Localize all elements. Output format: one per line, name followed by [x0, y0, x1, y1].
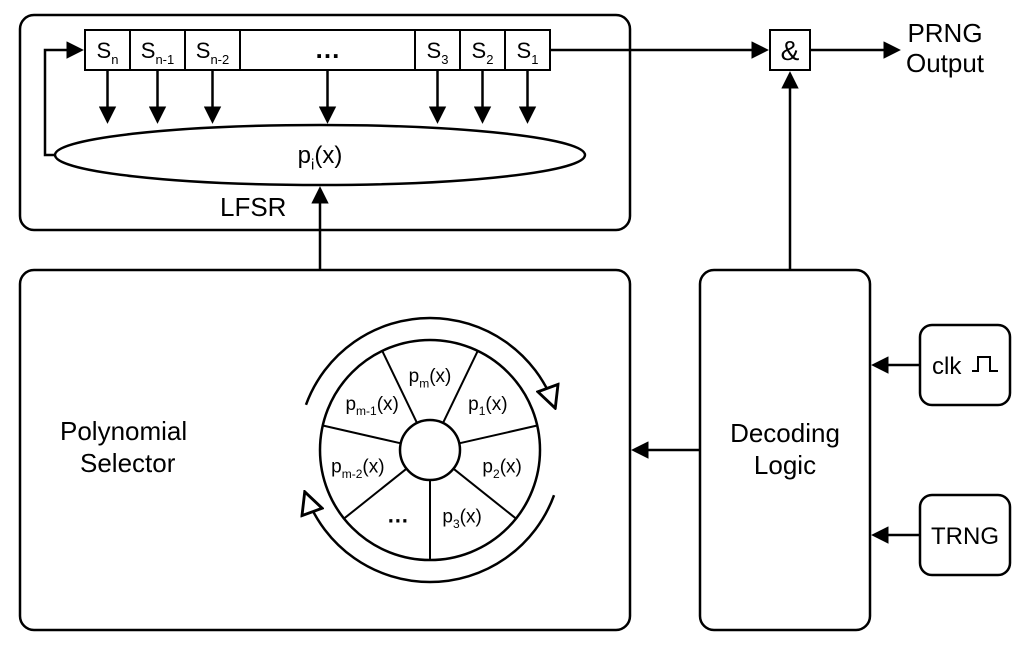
svg-text:&: &: [781, 35, 800, 66]
svg-text:S2: S2: [472, 38, 494, 67]
svg-text:TRNG: TRNG: [931, 523, 999, 550]
svg-text:Sn-1: Sn-1: [141, 38, 174, 67]
svg-text:Sn-2: Sn-2: [196, 38, 229, 67]
svg-text:p2(x): p2(x): [482, 456, 521, 480]
svg-text:Polynomial: Polynomial: [60, 416, 187, 446]
svg-text:PRNG: PRNG: [907, 18, 982, 48]
svg-text:p3(x): p3(x): [442, 507, 481, 531]
svg-text:S3: S3: [427, 38, 449, 67]
svg-text:pm-1(x): pm-1(x): [345, 394, 398, 418]
svg-text:S1: S1: [517, 38, 539, 67]
svg-text:Logic: Logic: [754, 450, 816, 480]
svg-text:Decoding: Decoding: [730, 418, 840, 448]
svg-text:…: …: [387, 503, 409, 528]
svg-text:clk: clk: [932, 353, 962, 380]
svg-text:pm-2(x): pm-2(x): [331, 456, 384, 480]
clk-waveform: [972, 357, 998, 371]
svg-text:Sn: Sn: [97, 38, 119, 67]
svg-text:p1(x): p1(x): [468, 394, 507, 418]
svg-text:LFSR: LFSR: [220, 192, 286, 222]
svg-text:pi(x): pi(x): [298, 142, 343, 174]
rotation-arrow-top: [306, 318, 554, 405]
svg-text:Output: Output: [906, 48, 985, 78]
svg-text:pm(x): pm(x): [409, 366, 452, 390]
svg-text:Selector: Selector: [80, 448, 176, 478]
svg-text:…: …: [315, 34, 341, 64]
